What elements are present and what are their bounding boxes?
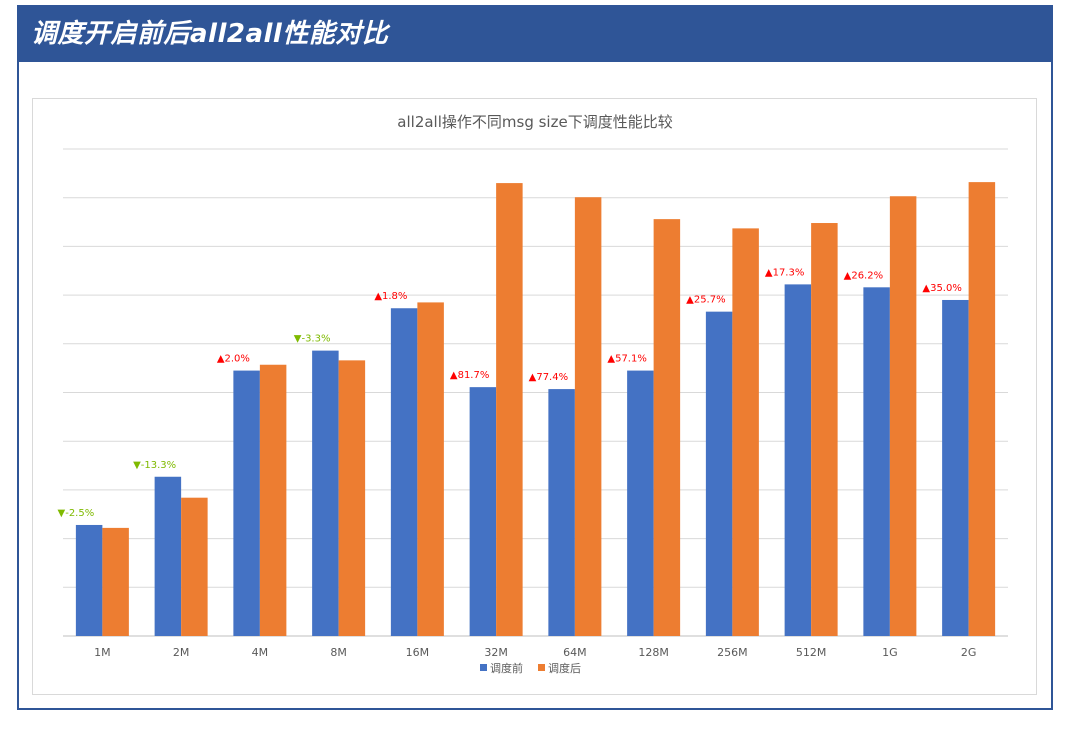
bar-after (338, 360, 366, 636)
bar-after (574, 197, 602, 636)
x-tick-label: 2M (173, 646, 190, 659)
bar-after (417, 302, 444, 636)
x-tick-label: 8M (330, 646, 347, 659)
gridlines (63, 148, 1008, 637)
bar-after (496, 183, 523, 636)
bar-before (863, 287, 890, 636)
data-label: ▼-2.5% (58, 508, 95, 519)
bar-before (75, 524, 103, 636)
data-label: ▲77.4% (529, 372, 568, 383)
x-axis: 1M 2M 4M 8M 16M 32M 64M 128M 256M 512M 1G 2G (94, 646, 976, 659)
bars (75, 182, 996, 637)
data-label: ▲1.8% (374, 291, 407, 302)
bar-after (732, 228, 759, 637)
bar-after (259, 364, 287, 636)
bar-before (705, 311, 733, 636)
data-labels: ▼-2.5% ▼-13.3% ▲2.0% ▼-3.3% ▲1.8% ▲81.7% ▲77.4… (58, 267, 962, 519)
data-label: ▲81.7% (450, 370, 489, 381)
legend: 调度前 调度后 (480, 661, 581, 675)
x-tick-label: 16M (406, 646, 430, 659)
bar-before (390, 308, 418, 636)
data-label: ▼-13.3% (133, 460, 176, 471)
slide-frame: 调度开启前后all2all性能对比 all2all操作不同msg size下调度… (17, 5, 1053, 710)
bar-before (469, 387, 497, 636)
x-tick-label: 32M (484, 646, 508, 659)
bar-before (233, 370, 260, 636)
bar-before (627, 370, 654, 636)
bar-before (154, 476, 182, 636)
x-tick-label: 512M (796, 646, 827, 659)
bar-after (102, 527, 129, 636)
data-label: ▲17.3% (765, 267, 804, 278)
bar-before (548, 389, 575, 636)
chart-title: all2all操作不同msg size下调度性能比较 (397, 113, 672, 131)
data-label: ▲2.0% (217, 354, 250, 365)
bar-after (968, 182, 996, 636)
x-tick-label: 256M (717, 646, 748, 659)
legend-swatch (480, 664, 487, 671)
data-label: ▲57.1% (607, 354, 646, 365)
x-tick-label: 1M (94, 646, 111, 659)
x-tick-label: 4M (252, 646, 269, 659)
data-label: ▲26.2% (844, 270, 883, 281)
chart-panel: all2all操作不同msg size下调度性能比较 ▼-2.5% ▼-13.3%… (32, 98, 1037, 695)
data-label: ▲35.0% (922, 283, 961, 294)
data-label: ▲25.7% (686, 295, 725, 306)
bar-after (889, 196, 917, 636)
bar-after (653, 219, 681, 636)
data-label: ▼-3.3% (294, 334, 331, 345)
x-tick-label: 128M (638, 646, 669, 659)
bar-before (942, 299, 969, 636)
bar-chart: all2all操作不同msg size下调度性能比较 ▼-2.5% ▼-13.3%… (58, 113, 1008, 675)
bar-before (784, 284, 812, 636)
page-title: 调度开启前后all2all性能对比 (19, 7, 1051, 62)
x-tick-label: 1G (882, 646, 898, 659)
legend-swatch (538, 664, 545, 671)
legend-label: 调度后 (548, 661, 581, 675)
legend-label: 调度前 (490, 661, 523, 675)
x-tick-label: 64M (563, 646, 587, 659)
bar-before (312, 350, 339, 636)
bar-after (811, 223, 838, 637)
bar-after (181, 497, 208, 636)
x-tick-label: 2G (961, 646, 977, 659)
